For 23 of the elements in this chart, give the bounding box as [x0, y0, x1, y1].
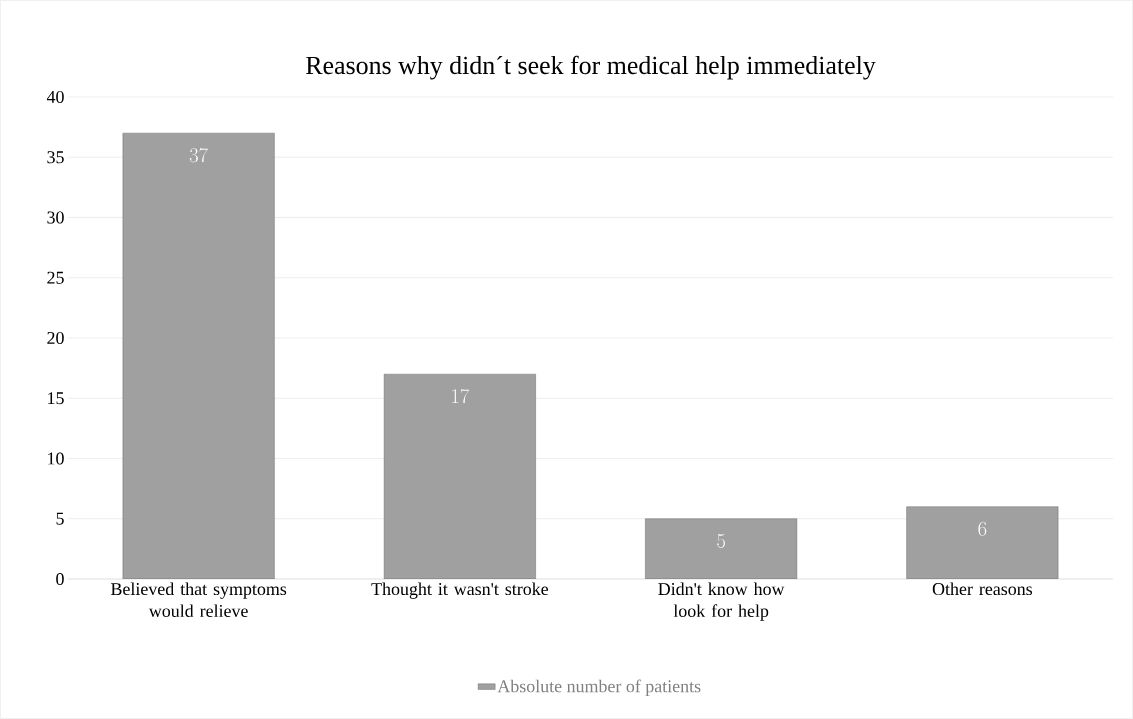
- bar: [122, 132, 275, 579]
- bar: [906, 506, 1059, 579]
- x-tick-label: Thought it wasn't stroke: [371, 582, 549, 599]
- y-tick-label: 35: [47, 151, 64, 164]
- y-tick-label: 10: [48, 452, 64, 465]
- bar: [383, 373, 536, 579]
- chart-title: Reasons why didn´t seek for medical help immediately: [306, 55, 876, 80]
- data-label: 17: [452, 388, 470, 404]
- data-label: 6: [978, 521, 987, 536]
- data-label: 5: [717, 533, 725, 548]
- y-tick-label: 25: [47, 271, 64, 284]
- y-tick-label: 0: [56, 572, 64, 586]
- x-tick-label: Other reasons: [932, 582, 1032, 596]
- bar: [645, 518, 798, 579]
- y-tick-label: 40: [46, 90, 64, 104]
- x-tick-label: Believed that symptoms would relieve: [110, 582, 287, 618]
- y-tick-label: 30: [47, 211, 64, 224]
- x-tick-label: Didn't know how look for help: [658, 582, 785, 621]
- y-tick-label: 15: [48, 392, 64, 405]
- data-label: 37: [189, 147, 208, 163]
- y-tick-label: 20: [47, 331, 64, 345]
- y-tick-label: 5: [56, 512, 64, 525]
- legend-label: Absolute number of patients: [497, 679, 701, 697]
